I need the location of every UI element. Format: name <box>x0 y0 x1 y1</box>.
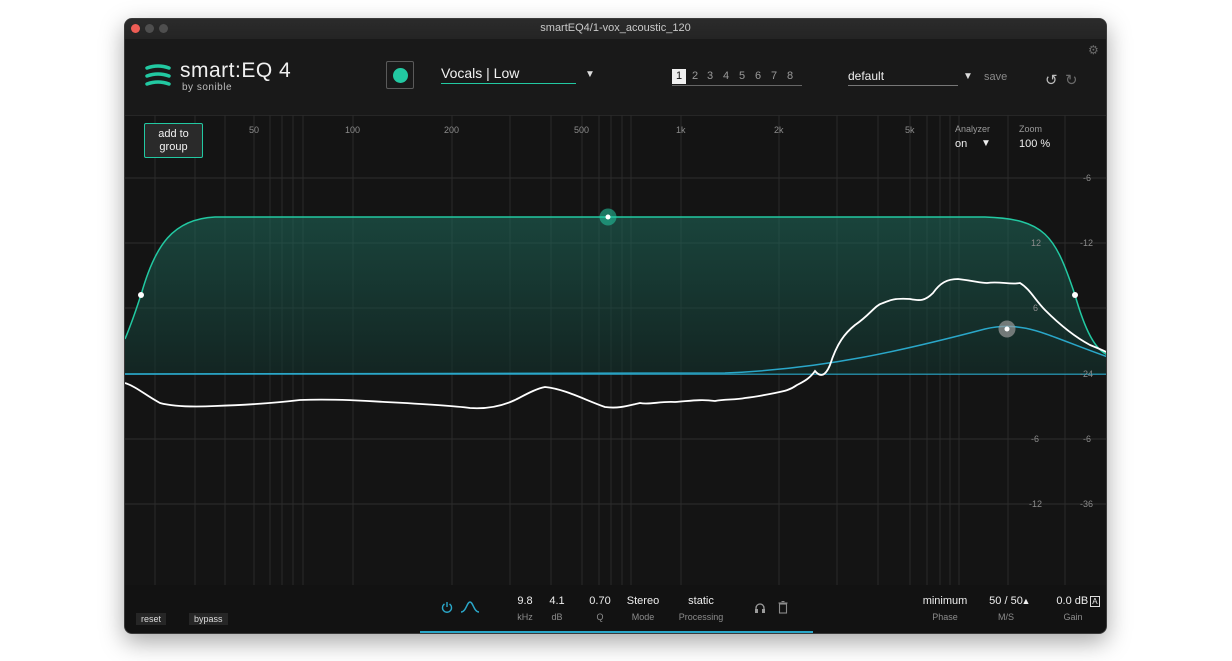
header-bar <box>125 39 1106 116</box>
eq-graph[interactable] <box>125 115 1107 585</box>
analyzer-dropdown-arrow-icon[interactable]: ▼ <box>981 138 991 149</box>
headphones-icon[interactable] <box>754 602 766 614</box>
snapshot-slots: 1 2 3 4 5 6 7 8 <box>672 69 802 86</box>
db-label-outer: -24 <box>1080 369 1094 379</box>
bypass-button[interactable]: bypass <box>189 613 228 625</box>
freq-label-5k: 5k <box>905 125 915 135</box>
phase-value[interactable]: minimum <box>922 595 968 607</box>
db-label-outer: -12 <box>1080 238 1094 248</box>
band-processing-value[interactable]: static <box>688 595 714 607</box>
logo-wordmark: smart:EQ 4 <box>180 59 292 82</box>
band-selector-underline <box>420 631 813 633</box>
zoom-label: Zoom <box>1019 124 1043 134</box>
band-handle-green-center <box>605 214 611 220</box>
preset-dropdown-arrow-icon[interactable]: ▼ <box>585 69 595 80</box>
output-gain-label: Gain <box>1063 612 1083 622</box>
redo-icon[interactable]: ↻ <box>1065 72 1078 89</box>
phase-label: Phase <box>932 612 958 622</box>
close-window-button[interactable] <box>131 24 140 33</box>
analyzer-spectrum <box>125 278 1106 410</box>
sonible-logo-icon <box>145 64 171 86</box>
save-button[interactable]: save <box>984 71 1008 83</box>
zoom-value[interactable]: 100 % <box>1019 138 1051 150</box>
band-frequency-value[interactable]: 9.8 <box>517 595 533 607</box>
bell-filter-icon[interactable] <box>460 601 480 613</box>
band-q-label: Q <box>596 612 604 622</box>
band-gain-value[interactable]: 4.1 <box>549 595 565 607</box>
db-label-outer: -6 <box>1083 173 1092 183</box>
undo-icon[interactable]: ↺ <box>1045 72 1058 89</box>
profile-preset-select[interactable]: Vocals | Low <box>441 65 576 84</box>
band-gain-unit: dB <box>551 612 563 622</box>
slot-8[interactable]: 8 <box>786 70 794 82</box>
trash-icon[interactable] <box>778 601 788 614</box>
output-gain-control[interactable]: 0.0 dB A <box>1050 595 1106 607</box>
preset-select-arrow-icon[interactable]: ▼ <box>963 71 973 82</box>
title-bar: smartEQ4/1-vox_acoustic_120 <box>125 19 1106 40</box>
slot-7[interactable]: 7 <box>770 70 778 82</box>
plugin-window: smartEQ4/1-vox_acoustic_120 smart:EQ 4 b… <box>124 18 1107 634</box>
freq-label-500: 500 <box>574 125 590 135</box>
slot-1[interactable]: 1 <box>672 69 686 84</box>
slot-5[interactable]: 5 <box>738 70 746 82</box>
output-gain-value: 0.0 dB <box>1056 595 1089 607</box>
add-group-line-2: group <box>159 141 188 153</box>
add-group-line-1: add to <box>158 128 189 140</box>
zoom-window-button[interactable] <box>159 24 168 33</box>
slot-4[interactable]: 4 <box>722 70 730 82</box>
profile-button[interactable] <box>386 61 414 89</box>
mid-side-label: M/S <box>997 612 1014 622</box>
gear-icon[interactable]: ⚙ <box>1088 43 1099 57</box>
profile-dot-icon <box>393 68 408 83</box>
db-label-outer: -36 <box>1080 499 1094 509</box>
freq-label-100: 100 <box>345 125 361 135</box>
freq-label-1k: 1k <box>676 125 686 135</box>
mid-side-arrow-icon[interactable]: ▲ <box>1021 596 1031 606</box>
footer-bar <box>125 585 1106 633</box>
analyzer-select[interactable]: on <box>955 138 968 150</box>
db-label-inner: -12 <box>1029 499 1043 509</box>
band-q-value[interactable]: 0.70 <box>589 595 611 607</box>
db-label-inner: 6 <box>1033 303 1039 313</box>
lowcut-handle[interactable] <box>138 292 144 298</box>
mid-side-value[interactable]: 50 / 50 <box>989 595 1023 607</box>
logo-byline: by sonible <box>182 82 233 93</box>
reset-button[interactable]: reset <box>136 613 167 625</box>
preset-select[interactable]: default <box>848 69 958 86</box>
band-processing-label: Processing <box>678 612 724 622</box>
slot-2[interactable]: 2 <box>691 70 699 82</box>
freq-label-2k: 2k <box>774 125 784 135</box>
auto-gain-toggle[interactable]: A <box>1090 596 1100 607</box>
bell-filter-curve <box>125 325 1106 375</box>
highcut-handle[interactable] <box>1072 292 1078 298</box>
freq-label-200: 200 <box>444 125 460 135</box>
slot-3[interactable]: 3 <box>706 70 714 82</box>
filter-band-fill <box>125 217 1106 374</box>
add-to-group-button[interactable]: add to group <box>144 123 203 158</box>
band-mode-value[interactable]: Stereo <box>626 595 660 607</box>
freq-label-50: 50 <box>249 125 260 135</box>
slot-6[interactable]: 6 <box>754 70 762 82</box>
db-label-inner: 12 <box>1031 238 1042 248</box>
analyzer-label: Analyzer <box>955 124 991 134</box>
band-handle-grey-center <box>1004 326 1010 332</box>
db-label-outer: -6 <box>1083 434 1092 444</box>
band-mode-label: Mode <box>631 612 655 622</box>
minimize-window-button[interactable] <box>145 24 154 33</box>
window-title: smartEQ4/1-vox_acoustic_120 <box>540 22 691 34</box>
band-frequency-unit: kHz <box>517 612 533 622</box>
db-label-inner: -6 <box>1031 434 1040 444</box>
power-icon[interactable] <box>441 601 453 613</box>
